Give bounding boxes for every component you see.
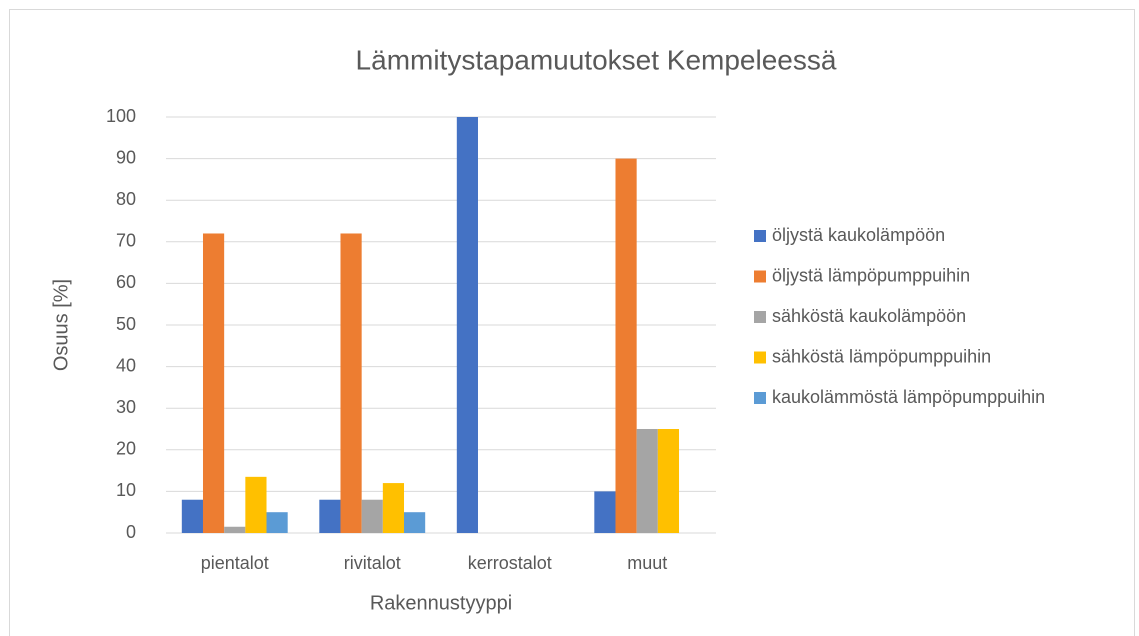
- bar: [404, 512, 426, 533]
- y-tick-label: 50: [116, 314, 136, 334]
- bar: [202, 233, 225, 534]
- y-tick-label: 20: [116, 439, 136, 459]
- y-axis-label: Osuus [%]: [50, 279, 72, 371]
- bar: [224, 526, 246, 533]
- y-tick-label: 100: [106, 106, 136, 126]
- y-tick-label: 0: [126, 522, 136, 542]
- legend-label: sähköstä lämpöpumppuihin: [772, 346, 991, 366]
- legend-swatch: [754, 311, 766, 323]
- bar: [615, 158, 637, 533]
- bar: [382, 483, 405, 533]
- x-tick-label: kerrostalot: [468, 553, 552, 573]
- y-tick-label: 80: [116, 189, 136, 209]
- bar: [594, 491, 616, 533]
- legend-label: sähköstä kaukolämpöön: [772, 306, 966, 326]
- bar: [456, 117, 478, 533]
- legend-label: kaukolämmöstä lämpöpumppuihin: [772, 387, 1045, 407]
- bar: [245, 476, 267, 533]
- legend-label: öljystä kaukolämpöön: [772, 225, 945, 245]
- y-tick-label: 30: [116, 397, 136, 417]
- bar: [340, 233, 362, 534]
- x-tick-label: pientalot: [201, 553, 269, 573]
- chart-title: Lämmitystapamuutokset Kempeleessä: [356, 44, 837, 75]
- y-tick-label: 10: [116, 480, 136, 500]
- legend-label: öljystä lämpöpumppuihin: [772, 265, 970, 285]
- bar: [657, 429, 680, 533]
- legend-swatch: [754, 270, 766, 283]
- bar: [266, 512, 288, 533]
- bar: [361, 499, 383, 533]
- legend-swatch: [754, 392, 766, 404]
- y-tick-label: 70: [116, 231, 136, 251]
- y-tick-label: 60: [116, 272, 136, 292]
- bar: [319, 499, 341, 533]
- bar: [636, 429, 658, 533]
- bar: [181, 499, 203, 533]
- y-tick-label: 90: [116, 147, 136, 167]
- x-axis-label: Rakennustyyppi: [370, 592, 512, 614]
- x-tick-label: rivitalot: [344, 553, 401, 573]
- x-tick-label: muut: [627, 553, 667, 573]
- y-tick-label: 40: [116, 355, 136, 375]
- legend-swatch: [754, 351, 766, 364]
- legend-swatch: [754, 230, 766, 242]
